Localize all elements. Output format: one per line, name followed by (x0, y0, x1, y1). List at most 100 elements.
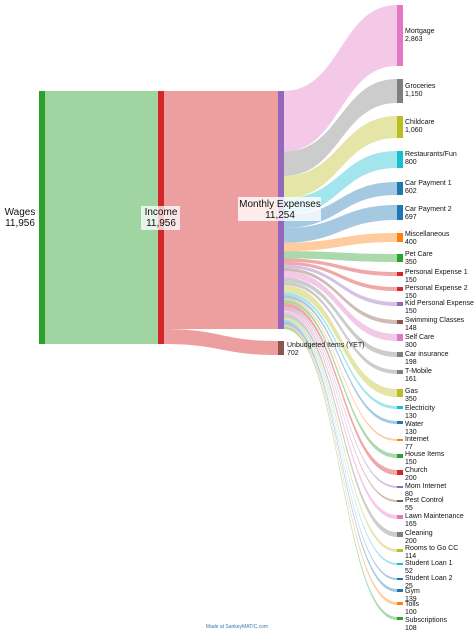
expense-value: 77 (405, 444, 413, 451)
expense-value: 150 (405, 459, 417, 466)
flow-monthly-expense (284, 321, 397, 580)
flow-monthly-expense (284, 307, 397, 488)
expense-node (397, 389, 403, 397)
expense-label: Cleaning (405, 530, 433, 537)
expense-node (397, 116, 403, 138)
flow-monthly-expense (284, 299, 397, 458)
expense-label: Lawn Maintenance (405, 513, 464, 520)
expense-node (397, 320, 403, 324)
expense-value: 602 (405, 188, 417, 195)
flow-monthly-expense (284, 277, 397, 357)
expense-value: 150 (405, 277, 417, 284)
expense-node (397, 302, 403, 306)
expense-label: Church (405, 467, 428, 474)
expense-label: Mom Internet (405, 483, 446, 490)
expense-label: Subscriptions (405, 617, 448, 624)
expense-label: Self Care (405, 334, 434, 341)
flow-monthly-expense (284, 116, 397, 199)
monthly-label-bg (238, 197, 321, 221)
expense-label: Car Payment 2 (405, 206, 452, 213)
expense-value: 80 (405, 491, 413, 498)
flow-monthly-expense (284, 261, 397, 291)
expense-node (397, 79, 403, 103)
expense-label: Childcare (405, 119, 435, 126)
expense-value: 130 (405, 413, 417, 420)
expense-label: Personal Expense 1 (405, 269, 468, 276)
expense-label: Rooms to Go CC (405, 545, 458, 552)
node-wages (39, 91, 45, 344)
expense-label: Gym (405, 588, 420, 595)
wages-value: 11,956 (5, 218, 35, 229)
expense-value: 200 (405, 538, 417, 545)
expense-node (397, 549, 403, 552)
unbudgeted-value: 702 (287, 350, 299, 357)
flow-income-unbudgeted (164, 329, 278, 355)
expense-value: 350 (405, 259, 417, 266)
node-unbudgeted (278, 341, 284, 355)
expense-node (397, 617, 403, 620)
expense-label: Pest Control (405, 497, 444, 504)
expense-node (397, 233, 403, 242)
expense-label: Groceries (405, 83, 436, 90)
expense-node (397, 421, 403, 424)
expense-value: 52 (405, 568, 413, 575)
flow-monthly-expense (284, 308, 397, 502)
expense-label: Electricity (405, 405, 435, 412)
monthly-label: Monthly Expenses (239, 199, 321, 210)
expense-node (397, 589, 403, 592)
flow-monthly-expense (284, 320, 397, 565)
expense-value: 800 (405, 159, 417, 166)
flow-monthly-expense (284, 321, 397, 592)
expense-value: 165 (405, 521, 417, 528)
expense-label: Pet Care (405, 251, 433, 258)
expense-value: 1,150 (405, 91, 423, 98)
expense-node (397, 287, 403, 291)
footer-credit: Made at SankeyMATIC.com (205, 624, 269, 630)
flow-monthly-expense (284, 324, 397, 605)
expense-value: 198 (405, 359, 417, 366)
expense-label: Water (405, 421, 424, 428)
flow-monthly-expense (284, 302, 397, 475)
expense-label: Car Payment 1 (405, 180, 452, 187)
flow-wages-income (45, 91, 158, 344)
expense-label: Restaurants/Fun (405, 151, 457, 158)
expense-label: Swimming Classes (405, 317, 465, 324)
unbudgeted-label: Unbudgeted Items (YET) (287, 342, 364, 349)
expense-label: Mortgage (405, 28, 435, 35)
expense-node (397, 272, 403, 276)
income-label-bg (141, 206, 180, 230)
flow-monthly-expense (284, 281, 397, 374)
flow-monthly-expense (284, 251, 397, 262)
expense-node (397, 254, 403, 262)
expense-node (397, 439, 403, 441)
flow-layer (45, 5, 397, 620)
flow-monthly-expense (284, 292, 397, 409)
flow-monthly-expense (284, 309, 397, 519)
flow-monthly-expense (284, 271, 397, 341)
expense-value: 150 (405, 293, 417, 300)
expense-node (397, 406, 403, 409)
expense-value: 2,863 (405, 36, 423, 43)
monthly-value: 11,254 (265, 210, 295, 221)
flow-monthly-expense (284, 79, 397, 176)
flow-monthly-expense (284, 285, 397, 397)
label-layer: Wages 11,956 Income 11,956 Monthly Expen… (5, 197, 364, 357)
expense-node (397, 470, 403, 475)
expense-value: 350 (405, 396, 417, 403)
expense-node (397, 205, 403, 220)
flow-monthly-expense (284, 258, 397, 276)
expense-node (397, 5, 403, 66)
flow-monthly-expense (284, 298, 397, 441)
expense-node (397, 182, 403, 195)
expense-label: Student Loan 1 (405, 560, 453, 567)
expense-value: 150 (405, 308, 417, 315)
expense-value: 1,060 (405, 127, 423, 134)
flow-monthly-expense (284, 317, 397, 552)
expense-node (397, 370, 403, 374)
expense-node (397, 578, 403, 580)
flow-monthly-expense (284, 313, 397, 537)
expense-label: Tolls (405, 601, 420, 608)
expense-label: Gas (405, 388, 418, 395)
